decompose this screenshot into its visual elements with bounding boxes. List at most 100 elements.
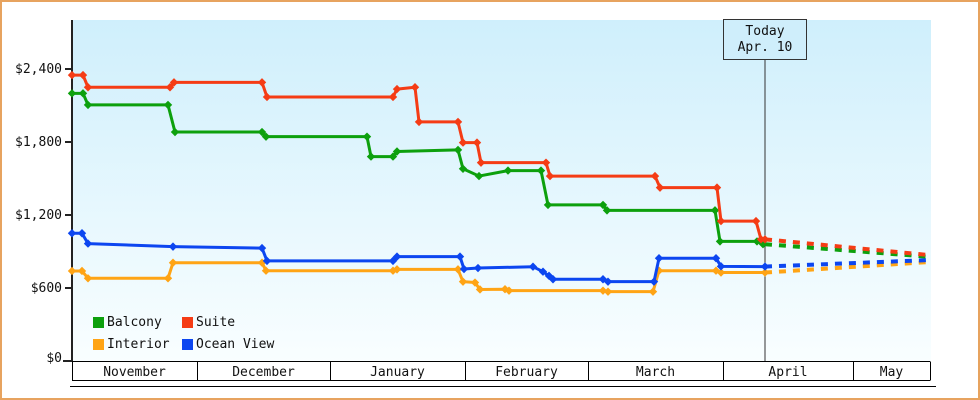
data-point-balcony: [83, 100, 93, 110]
data-point-suite: [760, 235, 770, 244]
month-label-may: May: [880, 365, 904, 380]
data-point-balcony: [602, 206, 612, 215]
today-box: [723, 19, 807, 60]
data-point-suite: [410, 83, 420, 92]
data-point-balcony: [163, 100, 173, 110]
data-point-balcony: [170, 127, 180, 137]
data-point-balcony: [536, 166, 546, 175]
data-point-interior: [83, 274, 93, 283]
legend-item-balcony: Balcony: [93, 315, 162, 330]
legend-swatch-balcony: [93, 317, 104, 328]
data-point-suite: [655, 183, 665, 192]
data-point-suite: [414, 117, 424, 127]
y-axis-tick-label: $1,800: [15, 135, 62, 150]
data-point-suite: [716, 216, 726, 226]
data-point-interior: [475, 285, 485, 294]
data-point-ocean-view: [603, 277, 613, 286]
data-point-suite: [78, 70, 88, 80]
data-point-interior: [458, 277, 468, 286]
data-point-ocean-view: [455, 252, 465, 261]
today-label: Today: [745, 24, 784, 39]
data-point-suite: [257, 78, 267, 87]
month-label-march: March: [636, 365, 675, 380]
data-point-suite: [67, 70, 77, 80]
data-point-suite: [476, 158, 486, 167]
data-point-balcony: [67, 89, 77, 98]
data-point-suite: [165, 83, 175, 92]
data-point-suite: [388, 92, 398, 102]
data-point-suite: [472, 138, 482, 147]
data-point-balcony: [503, 166, 513, 175]
data-point-balcony: [261, 132, 271, 141]
data-point-balcony: [388, 152, 398, 161]
legend-label-balcony: Balcony: [107, 315, 162, 330]
legend-label-ocean-view: Ocean View: [196, 337, 275, 352]
legend-swatch-suite: [182, 317, 193, 328]
data-point-balcony: [543, 200, 553, 210]
data-point-interior: [470, 278, 480, 287]
today-date-label: Apr. 10: [738, 40, 793, 55]
data-point-balcony: [257, 127, 267, 137]
data-point-balcony: [715, 237, 725, 246]
legend-item-interior: Interior: [93, 337, 170, 352]
data-point-balcony: [598, 200, 608, 210]
data-point-suite: [262, 92, 272, 102]
legend-item-suite: Suite: [182, 315, 235, 330]
data-point-interior: [261, 266, 271, 275]
month-label-december: December: [232, 365, 295, 380]
data-point-interior: [760, 268, 770, 277]
data-point-interior: [168, 258, 178, 267]
data-point-balcony: [366, 152, 376, 161]
data-point-interior: [603, 287, 613, 296]
data-point-ocean-view: [392, 252, 402, 261]
data-point-interior: [504, 286, 514, 295]
y-axis-tick-label: $2,400: [15, 62, 62, 77]
data-point-ocean-view: [67, 229, 77, 238]
data-point-ocean-view: [528, 262, 538, 271]
data-point-ocean-view: [538, 267, 548, 276]
data-point-ocean-view: [459, 264, 469, 274]
data-point-suite: [545, 171, 555, 181]
month-label-april: April: [768, 365, 807, 380]
data-point-suite: [453, 117, 463, 127]
y-axis-tick-label: $0: [46, 351, 62, 366]
data-point-suite: [751, 216, 761, 226]
data-point-ocean-view: [760, 262, 770, 271]
data-point-balcony: [362, 132, 372, 141]
data-point-suite: [458, 138, 468, 147]
data-point-balcony: [474, 171, 484, 181]
data-point-ocean-view: [168, 242, 178, 251]
data-point-suite: [169, 78, 179, 87]
data-point-ocean-view: [262, 256, 272, 266]
data-point-balcony: [392, 147, 402, 156]
data-point-suite: [650, 171, 660, 181]
data-point-ocean-view: [257, 243, 267, 253]
data-point-ocean-view: [649, 277, 659, 286]
data-point-balcony: [458, 164, 468, 173]
data-point-suite: [83, 83, 93, 92]
data-point-ocean-view: [473, 263, 483, 273]
legend-label-interior: Interior: [107, 337, 170, 352]
plot-background: [72, 20, 931, 361]
data-point-interior: [392, 265, 402, 274]
series-markers-ocean-view: [67, 229, 770, 286]
series-markers-balcony: [67, 89, 768, 249]
y-axis-tick-label: $1,200: [15, 208, 62, 223]
month-label-january: January: [370, 365, 425, 380]
data-point-ocean-view: [83, 239, 93, 248]
data-point-suite: [392, 84, 402, 94]
series-line-ocean-view: [70, 231, 767, 284]
data-point-interior: [77, 266, 87, 276]
data-point-ocean-view: [548, 275, 558, 284]
data-point-suite: [541, 158, 551, 167]
legend-item-ocean-view: Ocean View: [182, 337, 274, 352]
legend-label-suite: Suite: [196, 315, 236, 330]
data-point-suite: [712, 183, 722, 192]
data-point-interior: [716, 268, 726, 277]
month-label-february: February: [495, 365, 558, 380]
series-markers-interior: [67, 258, 770, 296]
data-point-interior: [453, 265, 463, 274]
data-point-ocean-view: [654, 253, 664, 263]
